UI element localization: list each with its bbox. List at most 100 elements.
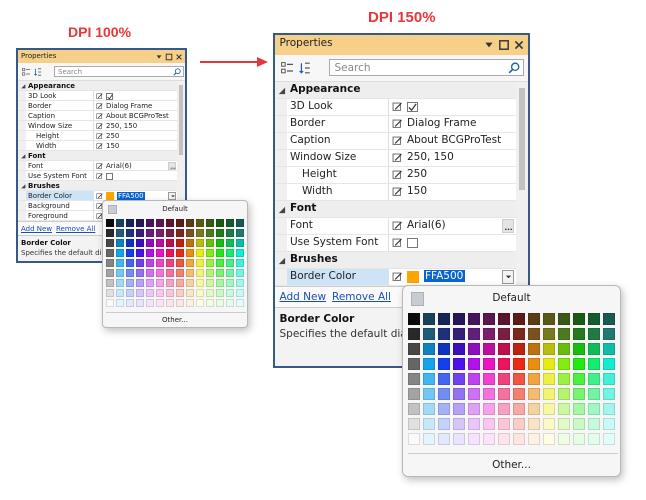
color-swatch[interactable] (186, 249, 194, 257)
color-swatch[interactable] (146, 289, 154, 297)
color-swatch[interactable] (542, 388, 555, 400)
color-swatch[interactable] (136, 269, 144, 277)
color-swatch[interactable] (422, 433, 435, 445)
color-swatch[interactable] (512, 433, 525, 445)
color-swatch[interactable] (186, 289, 194, 297)
color-swatch[interactable] (196, 239, 204, 247)
search-box[interactable]: Search (329, 59, 524, 76)
color-swatch[interactable] (116, 229, 124, 237)
color-swatch[interactable] (452, 358, 465, 370)
color-swatch[interactable] (106, 289, 114, 297)
color-swatch[interactable] (497, 358, 510, 370)
color-swatch[interactable] (437, 418, 450, 430)
other-option[interactable]: Other... (492, 458, 531, 471)
color-swatch[interactable] (126, 299, 134, 307)
color-swatch[interactable] (527, 433, 540, 445)
color-swatch[interactable] (176, 289, 184, 297)
color-swatch[interactable] (557, 358, 570, 370)
checkbox[interactable] (106, 92, 113, 100)
group-row[interactable]: Brushes (275, 251, 516, 269)
property-row[interactable]: Caption About BCGProTest (275, 132, 516, 150)
color-swatch[interactable] (482, 433, 495, 445)
color-swatch[interactable] (437, 403, 450, 415)
color-swatch[interactable] (236, 239, 244, 247)
property-row[interactable]: Use System Font (18, 171, 177, 181)
color-swatch[interactable] (467, 388, 480, 400)
color-swatch[interactable] (467, 433, 480, 445)
property-row[interactable]: Width 150 (18, 141, 177, 151)
color-swatch[interactable] (136, 219, 144, 227)
color-swatch[interactable] (146, 269, 154, 277)
color-swatch[interactable] (422, 418, 435, 430)
color-swatch[interactable] (146, 229, 154, 237)
color-swatch[interactable] (467, 313, 480, 325)
color-swatch[interactable] (572, 313, 585, 325)
default-swatch[interactable] (410, 292, 424, 306)
color-swatch[interactable] (452, 388, 465, 400)
checkbox[interactable] (106, 172, 113, 180)
color-swatch[interactable] (482, 328, 495, 340)
checkbox[interactable] (407, 101, 418, 113)
color-swatch[interactable] (467, 358, 480, 370)
color-swatch[interactable] (106, 219, 114, 227)
group-row[interactable]: Appearance (275, 81, 516, 99)
color-swatch[interactable] (136, 279, 144, 287)
color-swatch[interactable] (136, 229, 144, 237)
color-swatch[interactable] (216, 219, 224, 227)
color-swatch[interactable] (602, 418, 615, 430)
property-row[interactable]: Border Dialog Frame (275, 115, 516, 133)
color-swatch[interactable] (422, 403, 435, 415)
color-swatch[interactable] (527, 313, 540, 325)
color-swatch[interactable] (206, 279, 214, 287)
color-swatch[interactable] (602, 328, 615, 340)
color-swatch[interactable] (196, 259, 204, 267)
color-swatch[interactable] (226, 259, 234, 267)
color-swatch[interactable] (467, 418, 480, 430)
color-swatch[interactable] (527, 328, 540, 340)
color-swatch[interactable] (216, 299, 224, 307)
color-swatch[interactable] (206, 269, 214, 277)
color-swatch[interactable] (407, 358, 420, 370)
property-row[interactable]: Use System Font (275, 234, 516, 252)
color-swatch[interactable] (407, 343, 420, 355)
color-swatch[interactable] (106, 239, 114, 247)
color-swatch[interactable] (196, 229, 204, 237)
property-row[interactable]: Window Size 250, 150 (18, 121, 177, 131)
color-swatch[interactable] (497, 313, 510, 325)
color-swatch[interactable] (437, 343, 450, 355)
color-swatch[interactable] (186, 259, 194, 267)
color-swatch[interactable] (196, 289, 204, 297)
command-link[interactable]: Remove All (332, 291, 391, 303)
color-swatch[interactable] (572, 343, 585, 355)
color-swatch[interactable] (452, 403, 465, 415)
color-swatch[interactable] (176, 299, 184, 307)
property-row[interactable]: Height 250 (275, 166, 516, 184)
color-swatch[interactable] (527, 418, 540, 430)
color-swatch[interactable] (166, 259, 174, 267)
color-swatch[interactable] (467, 403, 480, 415)
color-swatch[interactable] (126, 229, 134, 237)
color-swatch[interactable] (146, 299, 154, 307)
property-row[interactable]: 3D Look (275, 98, 516, 116)
group-row[interactable]: Brushes (18, 181, 177, 191)
color-swatch[interactable] (126, 239, 134, 247)
color-swatch[interactable] (512, 373, 525, 385)
property-row[interactable]: Border Color FFA500 (275, 268, 516, 286)
color-swatch[interactable] (437, 313, 450, 325)
color-swatch[interactable] (236, 249, 244, 257)
color-swatch[interactable] (452, 313, 465, 325)
color-swatch[interactable] (216, 259, 224, 267)
color-swatch[interactable] (542, 433, 555, 445)
color-swatch[interactable] (156, 269, 164, 277)
color-swatch[interactable] (482, 358, 495, 370)
color-swatch[interactable] (422, 343, 435, 355)
color-swatch[interactable] (156, 289, 164, 297)
color-swatch[interactable] (437, 328, 450, 340)
color-swatch[interactable] (166, 279, 174, 287)
color-swatch[interactable] (482, 418, 495, 430)
color-swatch[interactable] (226, 289, 234, 297)
color-swatch[interactable] (467, 328, 480, 340)
color-swatch[interactable] (196, 269, 204, 277)
color-swatch[interactable] (126, 269, 134, 277)
color-swatch[interactable] (452, 418, 465, 430)
